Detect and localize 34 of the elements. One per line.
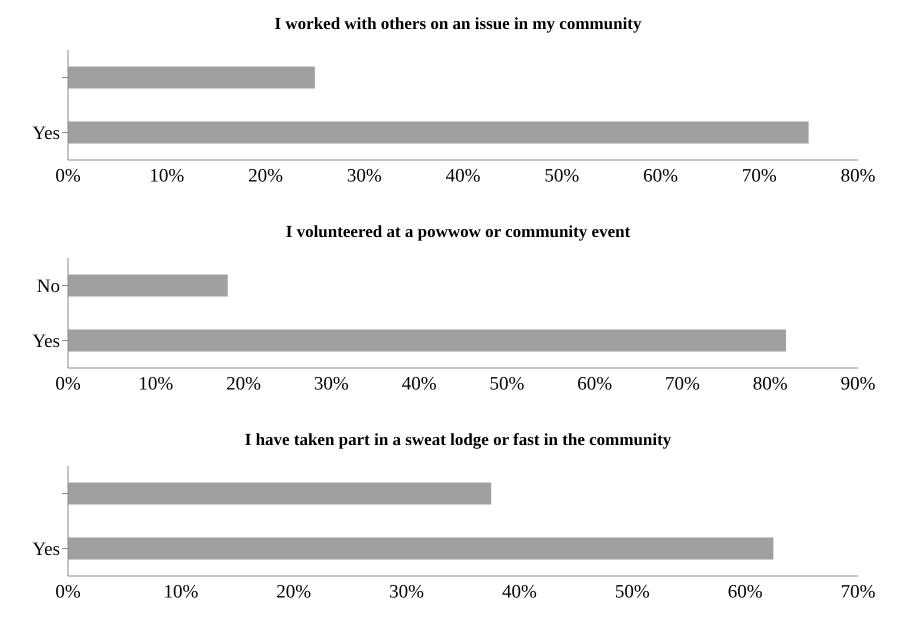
x-tick-label: 40% <box>402 373 437 394</box>
x-tick-label: 90% <box>840 373 876 394</box>
x-tick-label: 30% <box>346 165 382 186</box>
x-tick-label: 10% <box>163 581 198 602</box>
x-tick-label: 80% <box>752 373 788 394</box>
y-tick-label: Yes <box>32 123 60 144</box>
chart-title: I volunteered at a powwow or community event <box>284 221 632 243</box>
x-tick-label: 70% <box>840 581 876 602</box>
x-tick-label: 40% <box>446 165 481 186</box>
x-tick-label: 0% <box>55 165 81 186</box>
x-tick-label: 10% <box>138 373 174 394</box>
x-tick-label: 70% <box>742 165 777 186</box>
x-tick-label: 80% <box>840 165 876 186</box>
x-tick-label: 30% <box>314 373 349 394</box>
x-tick-label: 70% <box>665 373 700 394</box>
x-tick-label: 20% <box>276 581 312 602</box>
x-tick-label: 20% <box>226 373 262 394</box>
x-tick-label: 60% <box>728 581 763 602</box>
y-tick-label: Yes <box>32 539 60 560</box>
x-tick-label: 60% <box>577 373 612 394</box>
x-tick-label: 40% <box>502 581 538 602</box>
chart-title: I have taken part in a sweat lodge or fast in the community <box>244 429 672 451</box>
x-tick-label: 60% <box>643 165 678 186</box>
x-tick-label: 0% <box>55 373 81 394</box>
x-tick-label: 30% <box>389 581 424 602</box>
chart-title: I worked with others on an issue in my community <box>274 13 642 35</box>
x-tick-label: 10% <box>149 165 184 186</box>
x-tick-label: 20% <box>248 165 284 186</box>
x-tick-label: 50% <box>544 165 580 186</box>
x-tick-label: 50% <box>614 581 650 602</box>
x-tick-label: 50% <box>489 373 524 394</box>
x-tick-label: 0% <box>55 581 81 602</box>
y-tick-label: No <box>36 276 60 298</box>
y-tick-label: Yes <box>32 331 60 352</box>
